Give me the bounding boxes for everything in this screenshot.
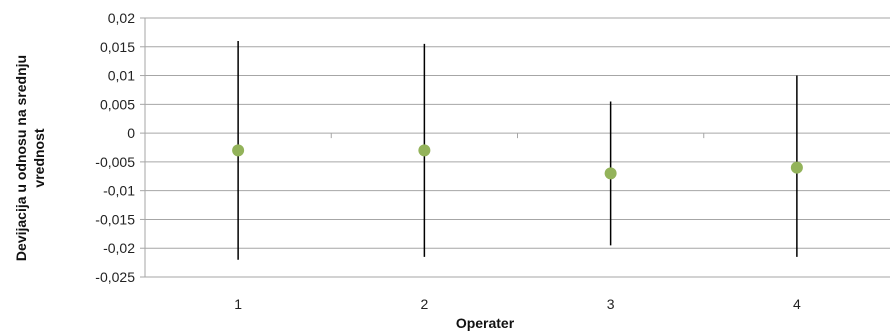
x-tick-label: 4: [793, 296, 801, 312]
y-axis-title: Devijacija u odnosu na srednju vrednost: [13, 55, 47, 261]
y-tick-label: 0,01: [108, 68, 135, 84]
y-tick-label: -0,02: [103, 240, 135, 256]
x-tick-label: 2: [420, 296, 428, 312]
data-point: [232, 144, 245, 157]
y-tick-label: -0,01: [103, 183, 135, 199]
x-tick-label: 1: [234, 296, 242, 312]
y-axis-title-line-2: vrednost: [31, 128, 47, 187]
y-tick-label: -0,005: [95, 154, 135, 170]
y-tick-label: 0: [127, 125, 135, 141]
x-tick-label: 3: [607, 296, 615, 312]
y-axis-title-line-1: Devijacija u odnosu na srednju: [13, 55, 29, 261]
x-axis-tick-labels: 1 2 3 4: [234, 296, 801, 312]
data-point: [790, 161, 803, 174]
y-tick-label: 0,015: [100, 39, 135, 55]
y-tick-label: -0,015: [95, 211, 135, 227]
data-marks: [232, 41, 803, 260]
y-axis-tick-labels: 0,02 0,015 0,01 0,005 0 -0,005 -0,01 -0,015 -0,0…: [95, 10, 135, 285]
gridlines: [140, 17, 890, 278]
x-axis-title: Operater: [456, 315, 515, 331]
data-point: [418, 144, 431, 157]
y-tick-label: 0,005: [100, 96, 135, 112]
data-point: [604, 167, 617, 180]
y-tick-label: -0,025: [95, 269, 135, 285]
x-axis: [330, 133, 705, 139]
y-tick-label: 0,02: [108, 10, 135, 26]
